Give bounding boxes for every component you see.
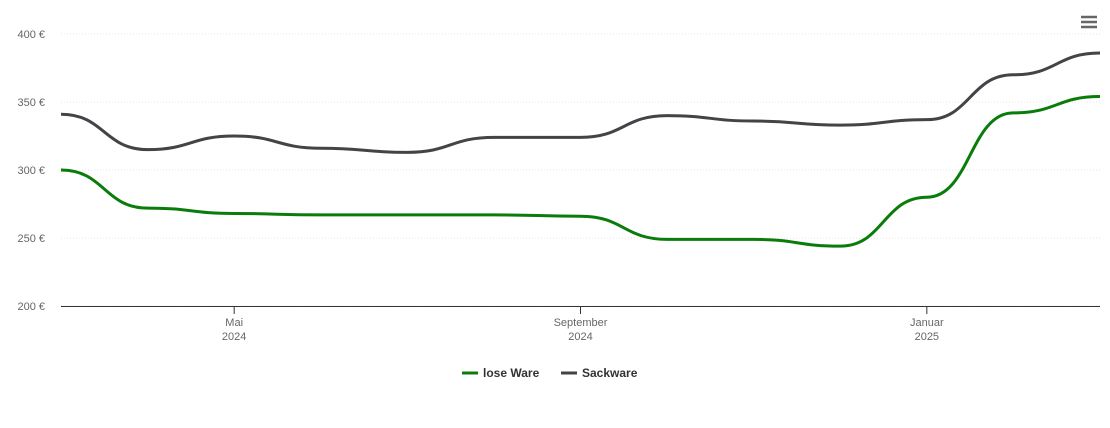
series-line bbox=[60, 51, 1101, 154]
x-tick-label-line: 2025 bbox=[915, 331, 939, 343]
x-tick-label-line: 2024 bbox=[568, 331, 592, 343]
x-tick-label: Januar 2025 bbox=[910, 317, 944, 343]
y-tick-label: 300 € bbox=[17, 165, 45, 177]
x-tick-label-line: Januar bbox=[910, 317, 944, 329]
x-tick-label-line: Mai bbox=[225, 317, 243, 329]
y-tick-label: 350 € bbox=[17, 97, 45, 109]
series-line bbox=[60, 95, 1101, 248]
y-tick-label: 200 € bbox=[17, 301, 45, 313]
x-tick-label-line: September bbox=[554, 317, 608, 329]
legend-label: Sackware bbox=[582, 366, 638, 380]
menu-icon bbox=[1081, 15, 1097, 29]
x-tick-label-line: 2024 bbox=[222, 331, 246, 343]
y-tick-label: 250 € bbox=[17, 233, 45, 245]
y-tick-label: 400 € bbox=[17, 29, 45, 41]
x-tick-label: September 2024 bbox=[554, 317, 608, 343]
menu-button[interactable] bbox=[1080, 14, 1098, 30]
x-tick-label: Mai 2024 bbox=[222, 317, 246, 343]
legend-label: lose Ware bbox=[483, 366, 540, 380]
